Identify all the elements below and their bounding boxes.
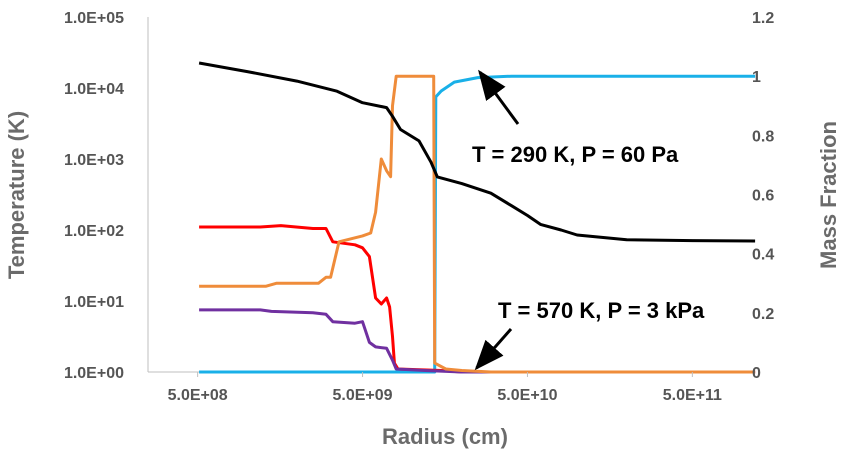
- y-right-tick-label: 0: [752, 365, 761, 382]
- x-tick-label: 5.0E+09: [333, 387, 393, 404]
- y-left-tick-label: 1.0E+03: [64, 152, 124, 169]
- series-layer: [198, 61, 756, 374]
- tick-layer: 5.0E+08 5.0E+09 5.0E+10 5.0E+11 1.0E+00 1.0E+…: [64, 10, 774, 404]
- annotation-arrow: [478, 69, 520, 125]
- x-axis-title: Radius (cm): [382, 424, 508, 449]
- series-line: [199, 308, 756, 374]
- y-left-tick-label: 1.0E+01: [64, 294, 124, 311]
- y-left-tick-label: 1.0E+02: [64, 223, 124, 240]
- y-right-tick-label: 0.8: [752, 128, 774, 145]
- series-line: [199, 74, 756, 374]
- annotation-layer: T = 290 K, P = 60 Pa T = 570 K, P = 3 kPa: [472, 69, 705, 371]
- x-tick-label: 5.0E+08: [168, 387, 228, 404]
- y-right-axis-title: Mass Fraction: [816, 121, 841, 269]
- y-left-axis-title: Temperature (K): [4, 111, 29, 279]
- annotation-label: T = 570 K, P = 3 kPa: [498, 298, 705, 323]
- x-tick-label: 5.0E+10: [497, 387, 557, 404]
- y-left-tick-label: 1.0E+00: [64, 365, 124, 382]
- x-tick-label: 5.0E+11: [663, 387, 722, 404]
- annotation-arrow: [474, 328, 513, 371]
- series-line: [198, 61, 756, 243]
- y-right-tick-label: 1.2: [752, 10, 774, 27]
- y-right-tick-label: 0.4: [752, 247, 774, 264]
- series-line: [199, 74, 756, 374]
- y-right-tick-label: 0.6: [752, 188, 774, 205]
- y-left-tick-label: 1.0E+04: [64, 81, 124, 98]
- annotation-label: T = 290 K, P = 60 Pa: [472, 142, 679, 167]
- y-right-tick-label: 1: [752, 69, 761, 86]
- y-left-tick-label: 1.0E+05: [64, 10, 124, 27]
- y-right-tick-label: 0.2: [752, 306, 774, 323]
